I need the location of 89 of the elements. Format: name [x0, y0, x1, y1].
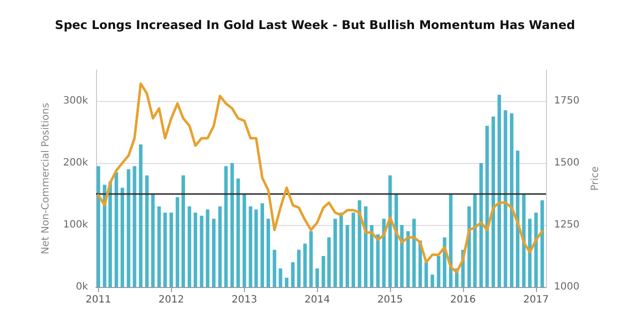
x-tick-label: 2015	[377, 294, 403, 306]
y2-tick-label: 1500	[554, 158, 580, 168]
bar	[278, 268, 282, 287]
bar	[194, 212, 198, 287]
bar	[291, 262, 295, 287]
bar	[473, 194, 477, 287]
x-tick-label: 2017	[523, 294, 549, 306]
bar	[212, 218, 216, 287]
x-tick-label: 2016	[450, 294, 476, 306]
bar	[315, 268, 319, 287]
bar	[382, 218, 386, 287]
bar	[200, 216, 204, 287]
y-tick-label: 200k	[63, 158, 88, 168]
x-tick-label: 2011	[86, 294, 112, 306]
bar	[498, 94, 502, 287]
y2-tick-label: 1250	[554, 220, 580, 230]
bar	[157, 206, 161, 287]
bar	[297, 250, 301, 287]
bar	[102, 184, 106, 287]
bar	[540, 200, 544, 287]
bar	[206, 210, 210, 287]
bar	[333, 218, 337, 287]
bar	[528, 218, 532, 287]
bar	[400, 225, 404, 287]
bar	[230, 163, 234, 287]
bar	[370, 225, 374, 287]
x-tick-label: 2014	[304, 294, 330, 306]
bar	[224, 166, 228, 287]
bar	[284, 278, 288, 287]
chart-title: Spec Longs Increased In Gold Last Week - But Bullish Momentum Has Waned	[54, 18, 576, 32]
bar	[266, 218, 270, 287]
bar	[485, 126, 489, 287]
bar	[516, 150, 520, 287]
line-series	[97, 82, 544, 274]
bar	[406, 231, 410, 287]
bar	[163, 212, 167, 287]
bar	[492, 116, 496, 287]
bar	[181, 175, 185, 287]
bar	[364, 206, 368, 287]
bar	[132, 166, 136, 287]
bar	[504, 110, 508, 287]
bar	[309, 231, 313, 287]
bar	[436, 256, 440, 287]
x-tick-label: 2013	[232, 294, 258, 306]
y-tick-label: 100k	[63, 220, 88, 230]
y-axis-title: Net Non-Commercial Positions	[40, 102, 52, 254]
bar	[522, 194, 526, 287]
bar	[248, 206, 252, 287]
bar	[260, 203, 264, 287]
bar	[534, 212, 538, 287]
y-tick-label: 0k	[76, 282, 88, 292]
bar	[394, 194, 398, 287]
bar	[108, 182, 112, 287]
bar	[424, 262, 428, 287]
bar	[339, 212, 343, 287]
bar	[322, 256, 326, 287]
bar	[346, 225, 350, 287]
bar	[376, 234, 380, 287]
bar	[479, 163, 483, 287]
y-tick-label: 300k	[63, 96, 88, 106]
bar	[254, 210, 258, 287]
bar	[352, 212, 356, 287]
bar	[303, 244, 307, 287]
bar	[236, 178, 240, 287]
bar	[138, 144, 142, 287]
x-tick-label: 2012	[158, 294, 184, 306]
bar	[327, 237, 331, 287]
bar	[96, 166, 100, 287]
bar	[151, 194, 155, 287]
bar	[218, 206, 222, 287]
bar	[272, 250, 276, 287]
bar	[242, 194, 246, 287]
bar	[412, 218, 416, 287]
bar	[126, 169, 130, 287]
bar	[449, 194, 453, 287]
bar	[170, 212, 174, 287]
bar	[467, 206, 471, 287]
y2-tick-label: 1000	[554, 282, 580, 292]
bar	[510, 113, 514, 287]
bar	[114, 172, 118, 287]
y2-axis-title: Price	[590, 166, 601, 191]
bar	[430, 274, 434, 287]
bar	[188, 206, 192, 287]
bar	[176, 197, 180, 287]
bar	[388, 175, 392, 287]
bar	[145, 175, 149, 287]
bar	[358, 200, 362, 287]
bar	[120, 188, 124, 287]
y2-tick-label: 1750	[554, 96, 580, 106]
